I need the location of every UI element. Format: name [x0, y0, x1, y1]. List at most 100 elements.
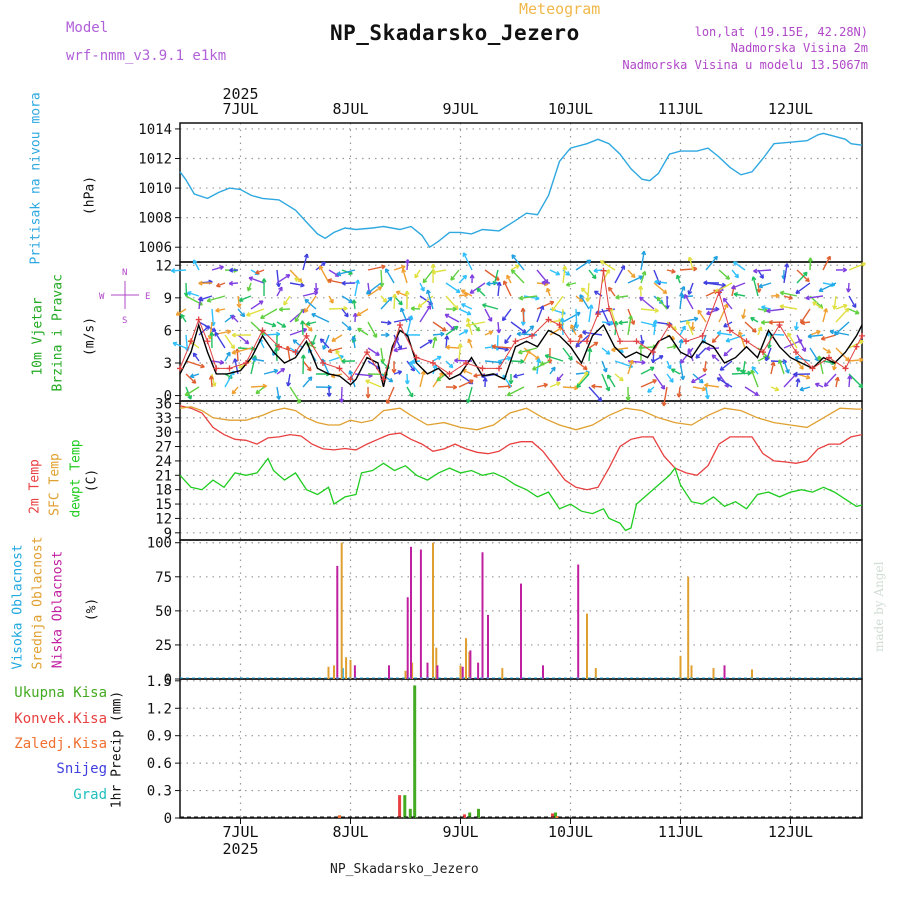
wind-arrow-head: [686, 320, 691, 324]
wind-arrow-shaft: [688, 282, 694, 295]
wind-arrow-shaft: [484, 269, 500, 281]
wind-arrow-shaft: [263, 369, 278, 375]
wind-arrow-head: [860, 340, 864, 345]
wind-arrow-shaft: [352, 336, 356, 349]
bottom-date-label: 9JUL: [442, 823, 478, 841]
wind-arrow-head: [404, 380, 409, 385]
wind-arrow-head: [365, 394, 369, 399]
wind-arrow-head: [773, 361, 776, 367]
wind-arrow-head: [508, 379, 512, 385]
wind-arrow-head: [379, 286, 383, 291]
panel-frame: [179, 400, 863, 541]
wind-gust-marker: [760, 349, 766, 356]
wind-arrow-shaft: [328, 347, 343, 353]
wind-arrow-shaft: [523, 349, 531, 362]
wind-arrow-head: [799, 366, 804, 370]
wind-arrow-head: [818, 287, 823, 292]
wind-arrow-head: [640, 344, 644, 349]
wind-arrow-shaft: [731, 282, 746, 289]
wind-arrow-head: [207, 335, 211, 340]
wind-arrow-shaft: [283, 295, 291, 306]
wind-arrow-shaft: [733, 261, 746, 271]
wind-arrow-shaft: [319, 338, 330, 349]
wind-arrow-head: [382, 300, 387, 303]
cloud-mid-bar: [345, 657, 348, 679]
wind-gust-marker: [545, 316, 552, 323]
wind-arrow-shaft: [199, 295, 213, 301]
wind-arrow-head: [832, 305, 835, 310]
wind-arrow-shaft: [562, 386, 579, 389]
wind-arrow-shaft: [341, 295, 353, 304]
wind-arrow-shaft: [679, 293, 683, 310]
wind-arrow-shaft: [231, 315, 239, 323]
wind-arrow-head: [781, 275, 785, 280]
wind-arrow-head: [544, 283, 549, 287]
wind-gust-marker: [276, 343, 282, 350]
wind-arrow-head: [564, 265, 568, 271]
wind-arrow-head: [734, 275, 739, 279]
wind-arrow-shaft: [511, 254, 525, 271]
wind-arrow-shaft: [718, 373, 729, 388]
cloud-mid-bar: [468, 651, 471, 679]
wind-arrow-head: [704, 382, 709, 386]
cloud-low-bar: [436, 665, 439, 679]
wind-arrow-shaft: [780, 291, 798, 297]
compass-e: E: [145, 292, 150, 302]
wind-arrow-shaft: [341, 308, 349, 318]
wind-arrow-shaft: [432, 355, 442, 362]
wind-arrow-head: [438, 356, 442, 361]
wind-arrow-head: [214, 331, 219, 335]
wind-arrow-head: [820, 335, 825, 340]
wind-arrow-head: [296, 400, 301, 404]
wind-arrow-head: [842, 269, 847, 273]
compass-w: W: [99, 292, 105, 302]
wind-gust-marker: [743, 338, 750, 345]
wind-arrow-head: [506, 274, 511, 279]
wind-arrow-shaft: [835, 377, 839, 388]
wind-arrow-shaft: [653, 355, 664, 362]
wind-gust-marker: [188, 338, 194, 345]
precip-total-bar: [403, 795, 407, 818]
wind-arrow-head: [215, 307, 220, 312]
wind-arrow-shaft: [211, 266, 224, 271]
wind-arrow-head: [504, 349, 509, 352]
wind-arrow-shaft: [492, 345, 512, 349]
y-tick-label: 1.2: [147, 701, 172, 717]
wind-arrow-shaft: [795, 282, 811, 294]
wind-arrow-shaft: [611, 347, 629, 351]
top-date-label: 11JUL: [658, 100, 703, 118]
wind-arrow-head: [381, 265, 386, 270]
wind-arrow-head: [234, 358, 238, 363]
wind-arrow-shaft: [211, 308, 215, 326]
wind-arrow-head: [553, 367, 556, 372]
chart-subtitle: Meteogram: [519, 0, 601, 18]
station-altitude: Nadmorska Visina 2m: [730, 41, 868, 55]
wind-arrow-shaft: [484, 360, 503, 364]
wind-arrow-shaft: [809, 347, 819, 362]
wind-arrow-head: [639, 275, 644, 280]
wind-arrow-shaft: [579, 294, 590, 310]
wind-arrow-head: [516, 331, 522, 335]
wind-arrow-head: [468, 338, 473, 343]
top-date-label: 7JUL: [222, 100, 258, 118]
wind-arrow-shaft: [496, 334, 499, 351]
wind-arrow-head: [830, 284, 836, 288]
wind-arrow-head: [847, 308, 850, 313]
wind-arrow-head: [541, 280, 546, 284]
wind-arrow-shaft: [461, 303, 473, 310]
wind-arrow-head: [785, 369, 789, 374]
wind-arrow-shaft: [393, 295, 403, 306]
wind-arrow-shaft: [304, 298, 317, 310]
y-tick-label: 9: [164, 291, 172, 307]
wind-arrow-shaft: [180, 314, 187, 323]
wind-arrow-shaft: [237, 295, 241, 308]
wind-arrow-head: [432, 263, 436, 268]
wind-arrow-head: [400, 307, 405, 312]
wind-arrow-head: [293, 339, 298, 342]
wind-arrow-head: [607, 374, 612, 378]
wind-arrow-head: [654, 279, 659, 283]
wind-arrow-head: [504, 339, 507, 344]
wind-arrows: [170, 250, 866, 407]
y-tick-label: 12: [155, 511, 172, 527]
wind-arrow-shaft: [419, 282, 425, 292]
